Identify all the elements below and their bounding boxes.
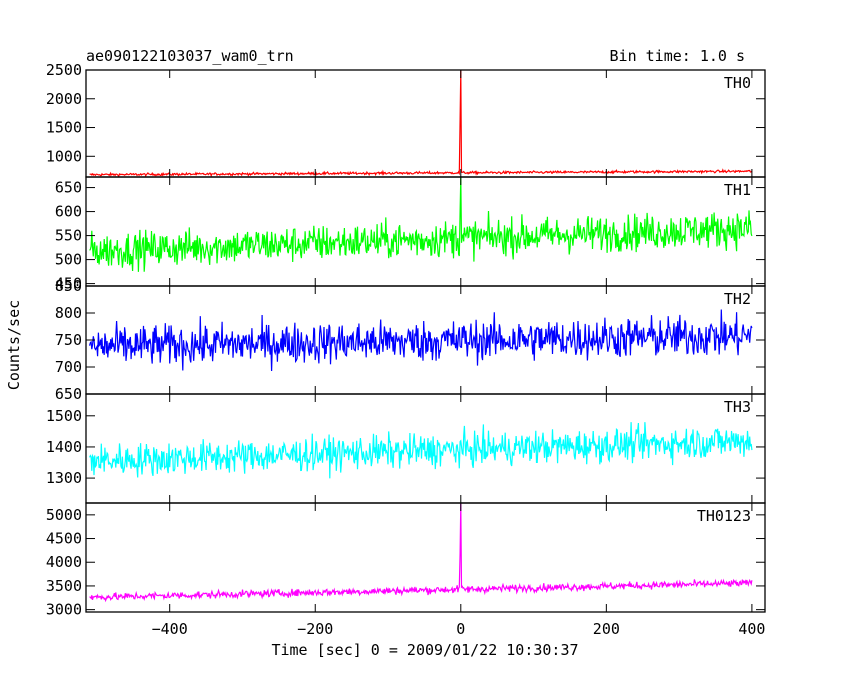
panel-label: TH0123 bbox=[697, 507, 751, 525]
x-tick-label: −400 bbox=[152, 620, 188, 638]
panel-th0123: 3000 3500 4000 4500 5000 TH0123 bbox=[46, 502, 766, 619]
panel-th2: 650 700 750 800 850 TH2 bbox=[55, 277, 766, 403]
panel-label: TH3 bbox=[724, 398, 751, 416]
y-tick-label: 550 bbox=[55, 227, 82, 245]
y-tick-label: 600 bbox=[55, 203, 82, 221]
panel-label: TH2 bbox=[724, 290, 751, 308]
bin-time-label: Bin time: 1.0 s bbox=[610, 47, 745, 65]
series-line-th1 bbox=[89, 177, 753, 272]
y-tick-label: 800 bbox=[55, 304, 82, 322]
y-tick-label: 3500 bbox=[46, 577, 82, 595]
panel-label: TH0 bbox=[724, 74, 751, 92]
x-tick-label: 0 bbox=[456, 620, 465, 638]
y-tick-label: 750 bbox=[55, 331, 82, 349]
x-axis-label: Time [sec] 0 = 2009/01/22 10:30:37 bbox=[271, 641, 578, 659]
y-tick-label: 2000 bbox=[46, 90, 82, 108]
x-tick-label: 400 bbox=[738, 620, 765, 638]
series-line-th3 bbox=[89, 422, 753, 479]
series-line-th2 bbox=[89, 309, 753, 372]
y-tick-label: 1400 bbox=[46, 438, 82, 456]
y-tick-label: 1000 bbox=[46, 147, 82, 165]
y-tick-label: 3000 bbox=[46, 601, 82, 619]
series-line-th0 bbox=[89, 70, 753, 177]
y-tick-label: 450 bbox=[55, 275, 82, 293]
panel-th1: 450 500 550 600 650 TH1 bbox=[55, 176, 766, 293]
y-tick-label: 2500 bbox=[46, 61, 82, 79]
y-tick-label: 4000 bbox=[46, 553, 82, 571]
x-tick-label: 200 bbox=[593, 620, 620, 638]
y-tick-label: 850 bbox=[55, 277, 82, 295]
y-tick-label: 1300 bbox=[46, 469, 82, 487]
y-tick-label: 1500 bbox=[46, 119, 82, 137]
y-tick-label: 4500 bbox=[46, 530, 82, 548]
panel-th0: 1000 1500 2000 2500 TH0 bbox=[46, 61, 766, 178]
y-tick-label: 650 bbox=[55, 179, 82, 197]
series-line-th0123 bbox=[89, 503, 753, 603]
panel-frame bbox=[85, 69, 766, 178]
y-tick-label: 5000 bbox=[46, 506, 82, 524]
y-tick-label: 650 bbox=[55, 385, 82, 403]
y-tick-label: 1500 bbox=[46, 407, 82, 425]
y-tick-label: 700 bbox=[55, 358, 82, 376]
panel-frame bbox=[85, 502, 766, 613]
chart-title: ae090122103037_wam0_trn bbox=[86, 47, 294, 65]
panel-label: TH1 bbox=[724, 181, 751, 199]
y-tick-label: 500 bbox=[55, 251, 82, 269]
x-tick-label: −200 bbox=[297, 620, 333, 638]
y-axis-label: Counts/sec bbox=[5, 300, 23, 390]
panel-frame bbox=[85, 176, 766, 287]
panel-th3: 1300 1400 1500 TH3 bbox=[46, 393, 766, 504]
